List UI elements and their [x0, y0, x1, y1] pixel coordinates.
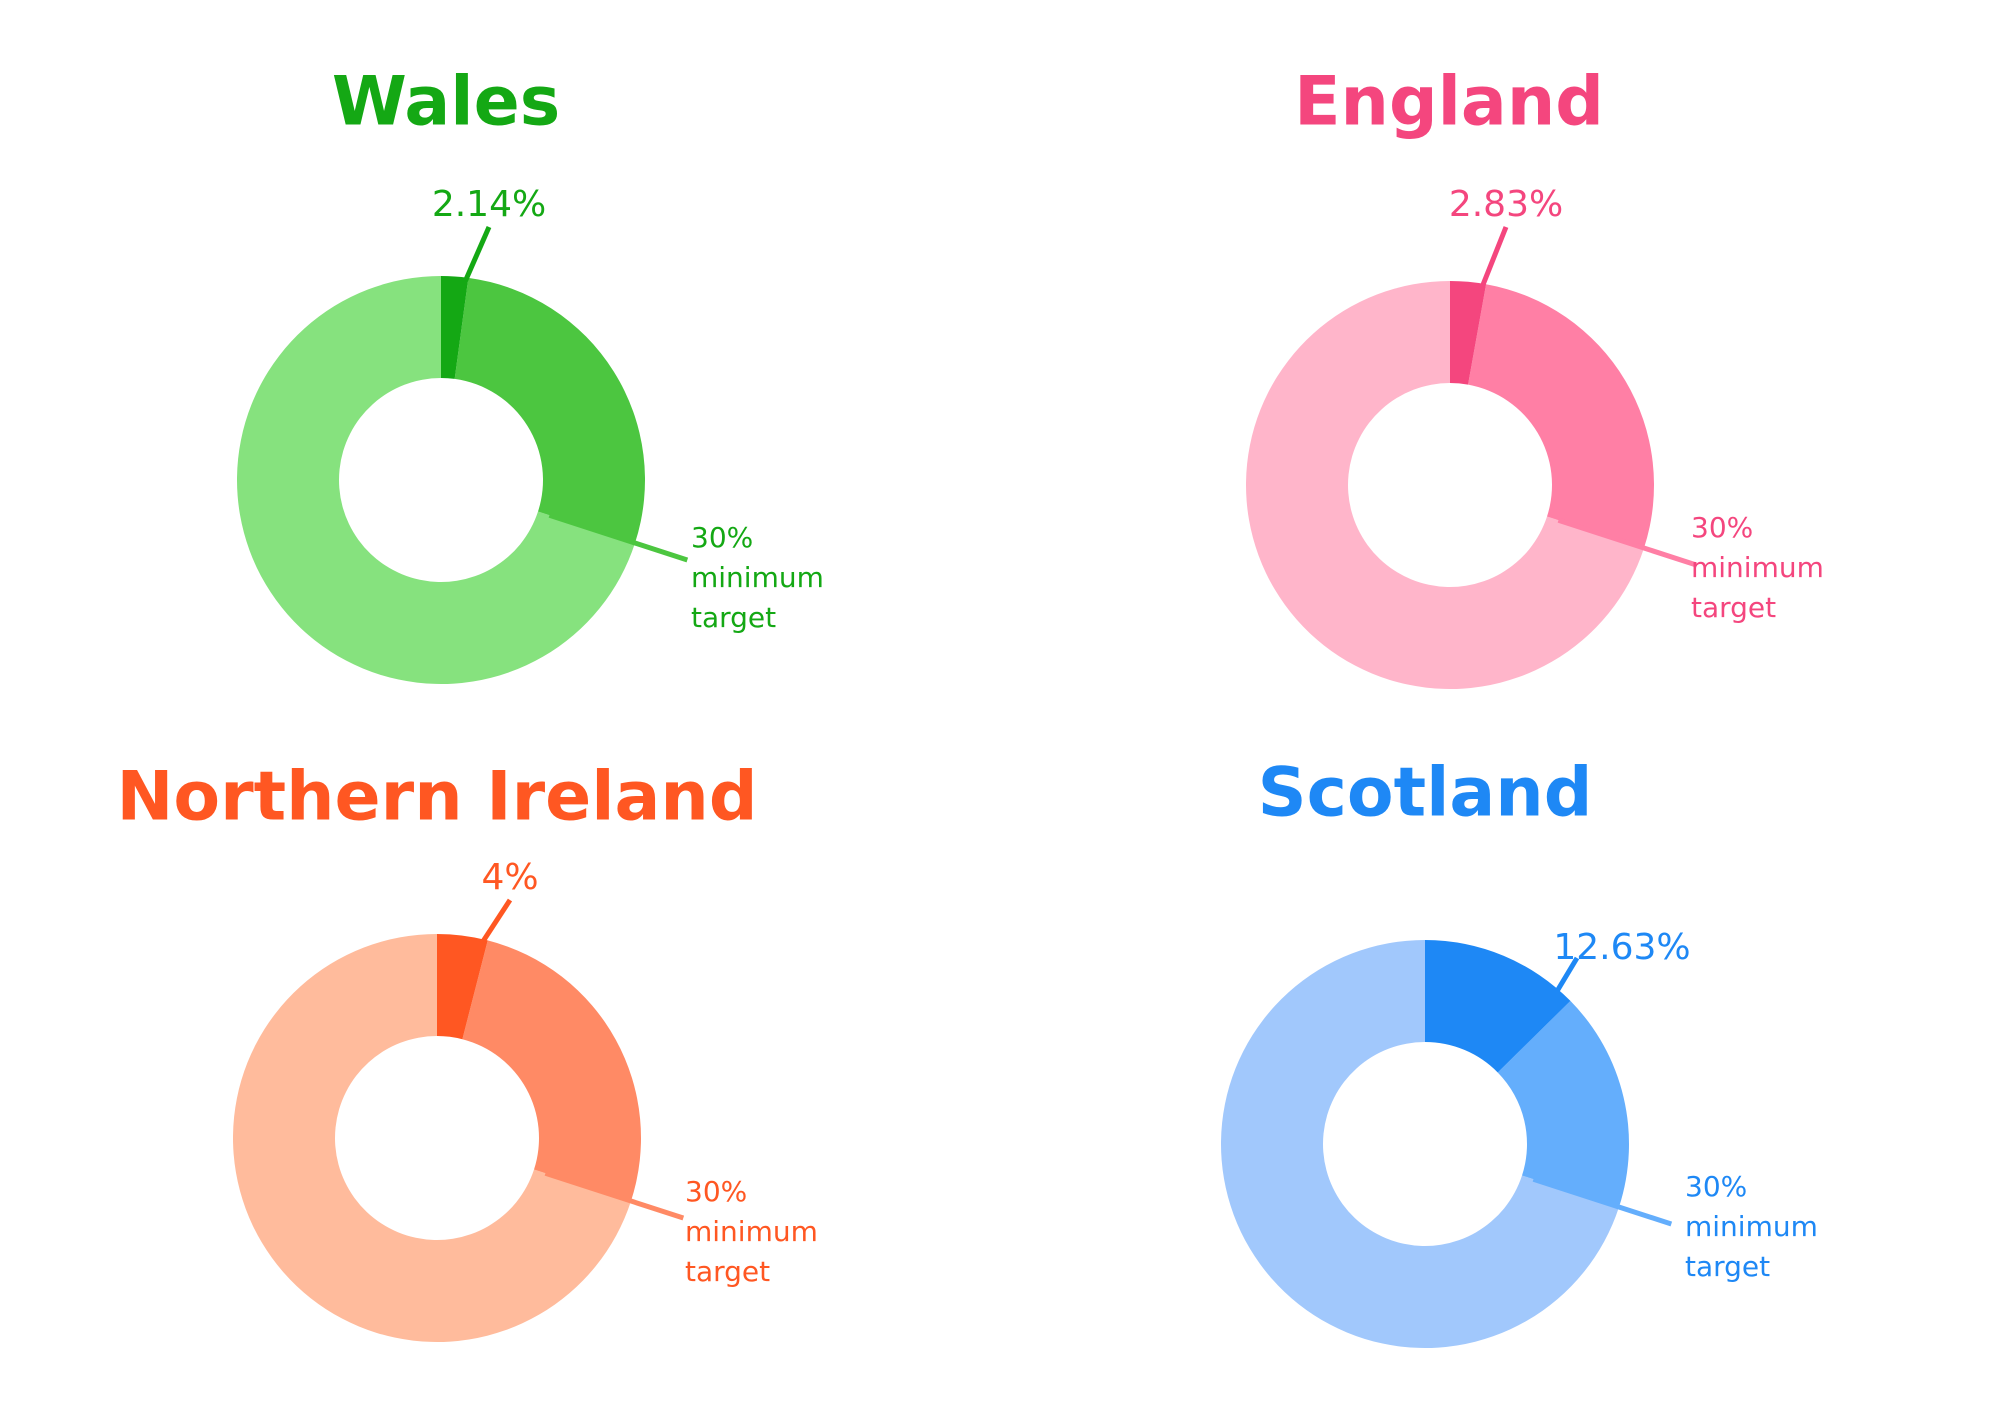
arc-remainder: [232, 934, 632, 1342]
target-note: minimum target: [691, 561, 824, 634]
value-label: 4%: [481, 857, 539, 898]
value-label: 2.14%: [431, 184, 547, 225]
target-label: 30%: [1691, 511, 1754, 544]
target-note: minimum target: [685, 1215, 818, 1288]
chart-title: Wales: [331, 62, 561, 142]
target-note: minimum target: [1691, 551, 1824, 624]
arc-remainder: [1245, 281, 1645, 689]
arc-value: [437, 934, 488, 1040]
target-label: 30%: [685, 1175, 748, 1208]
value-leader: [479, 898, 513, 945]
arc-remainder: [1221, 940, 1620, 1348]
target-leader: [1532, 1176, 1673, 1227]
target-label: 30%: [1685, 1170, 1748, 1203]
target-leader: [548, 512, 689, 563]
target-leader: [544, 1170, 685, 1221]
arc-remainder: [237, 276, 636, 684]
arc-value: [441, 276, 469, 379]
arc-to-target: [1497, 1000, 1629, 1208]
arc-to-target: [454, 277, 645, 544]
value-leader: [1553, 956, 1580, 995]
arc-to-target: [462, 940, 641, 1202]
value-leader: [462, 225, 492, 283]
target-box: 30% minimum target: [1685, 1167, 1855, 1287]
target-box: 30% minimum target: [685, 1172, 855, 1292]
arc-value: [1425, 940, 1571, 1073]
target-note: minimum target: [1685, 1210, 1818, 1283]
chart-title: Northern Ireland: [116, 757, 758, 837]
value-leader: [1479, 226, 1509, 289]
target-box: 30% minimum target: [1691, 508, 1861, 628]
arc-value: [1450, 281, 1487, 385]
arc-to-target: [1468, 284, 1654, 549]
target-label: 30%: [691, 521, 754, 554]
chart-title: Scotland: [1257, 753, 1593, 833]
value-label: 2.83%: [1448, 184, 1564, 225]
chart-title: England: [1294, 62, 1604, 142]
value-label: 12.63%: [1553, 927, 1691, 968]
target-leader: [1557, 517, 1698, 568]
target-box: 30% minimum target: [691, 518, 861, 638]
